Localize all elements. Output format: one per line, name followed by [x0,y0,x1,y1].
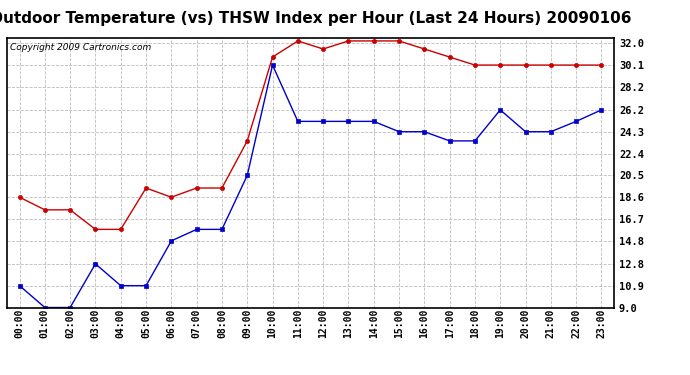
Text: Copyright 2009 Cartronics.com: Copyright 2009 Cartronics.com [10,43,151,52]
Text: Outdoor Temperature (vs) THSW Index per Hour (Last 24 Hours) 20090106: Outdoor Temperature (vs) THSW Index per … [0,11,631,26]
